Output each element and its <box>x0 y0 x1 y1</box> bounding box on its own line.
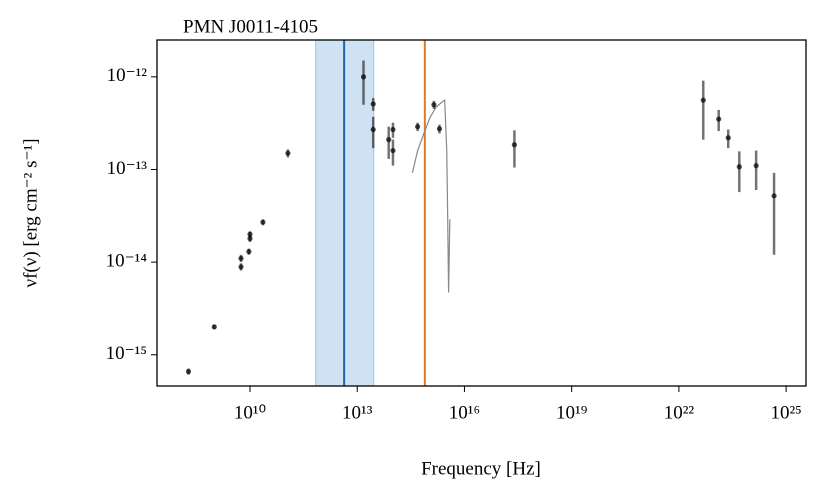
y-tick-label: 10⁻¹⁴ <box>106 250 148 271</box>
x-tick-label: 10¹⁶ <box>449 402 480 423</box>
y-tick-label: 10⁻¹⁵ <box>106 343 147 364</box>
data-point <box>771 193 777 199</box>
data-point <box>415 124 421 130</box>
x-tick-label: 10¹⁰ <box>234 402 266 423</box>
data-point <box>246 248 252 255</box>
x-tick-label: 10¹³ <box>342 402 373 423</box>
data-point <box>260 219 266 225</box>
data-point <box>716 116 722 122</box>
data-point <box>753 163 759 169</box>
x-tick-label: 10²² <box>664 402 695 423</box>
data-point <box>211 324 217 330</box>
data-point <box>390 147 396 154</box>
data-point <box>725 135 731 141</box>
data-point <box>431 102 437 108</box>
x-tick-label: 10¹⁹ <box>556 402 588 423</box>
chart-title: PMN J0011-4105 <box>183 16 318 37</box>
data-point <box>360 74 367 80</box>
data-point <box>185 368 192 375</box>
data-point <box>386 137 392 143</box>
data-point <box>436 126 443 132</box>
data-point <box>390 126 396 133</box>
data-point <box>511 142 518 148</box>
data-point <box>247 235 253 242</box>
plot-frame <box>156 39 807 387</box>
data-point <box>285 150 291 156</box>
data-point <box>700 97 706 103</box>
data-point <box>370 101 376 107</box>
y-tick-label: 10⁻¹³ <box>107 158 148 179</box>
data-point <box>238 255 244 261</box>
x-tick-label: 10²⁵ <box>770 402 801 423</box>
data-point <box>736 164 742 170</box>
spectrum-line <box>411 99 451 293</box>
x-axis-label: Frequency [Hz] <box>421 458 541 479</box>
data-point <box>247 231 253 237</box>
data-point <box>238 264 244 270</box>
data-point <box>370 126 376 133</box>
y-tick-label: 10⁻¹² <box>107 65 148 86</box>
y-axis-label: νf(ν) [erg cm⁻² s⁻¹] <box>20 138 41 287</box>
